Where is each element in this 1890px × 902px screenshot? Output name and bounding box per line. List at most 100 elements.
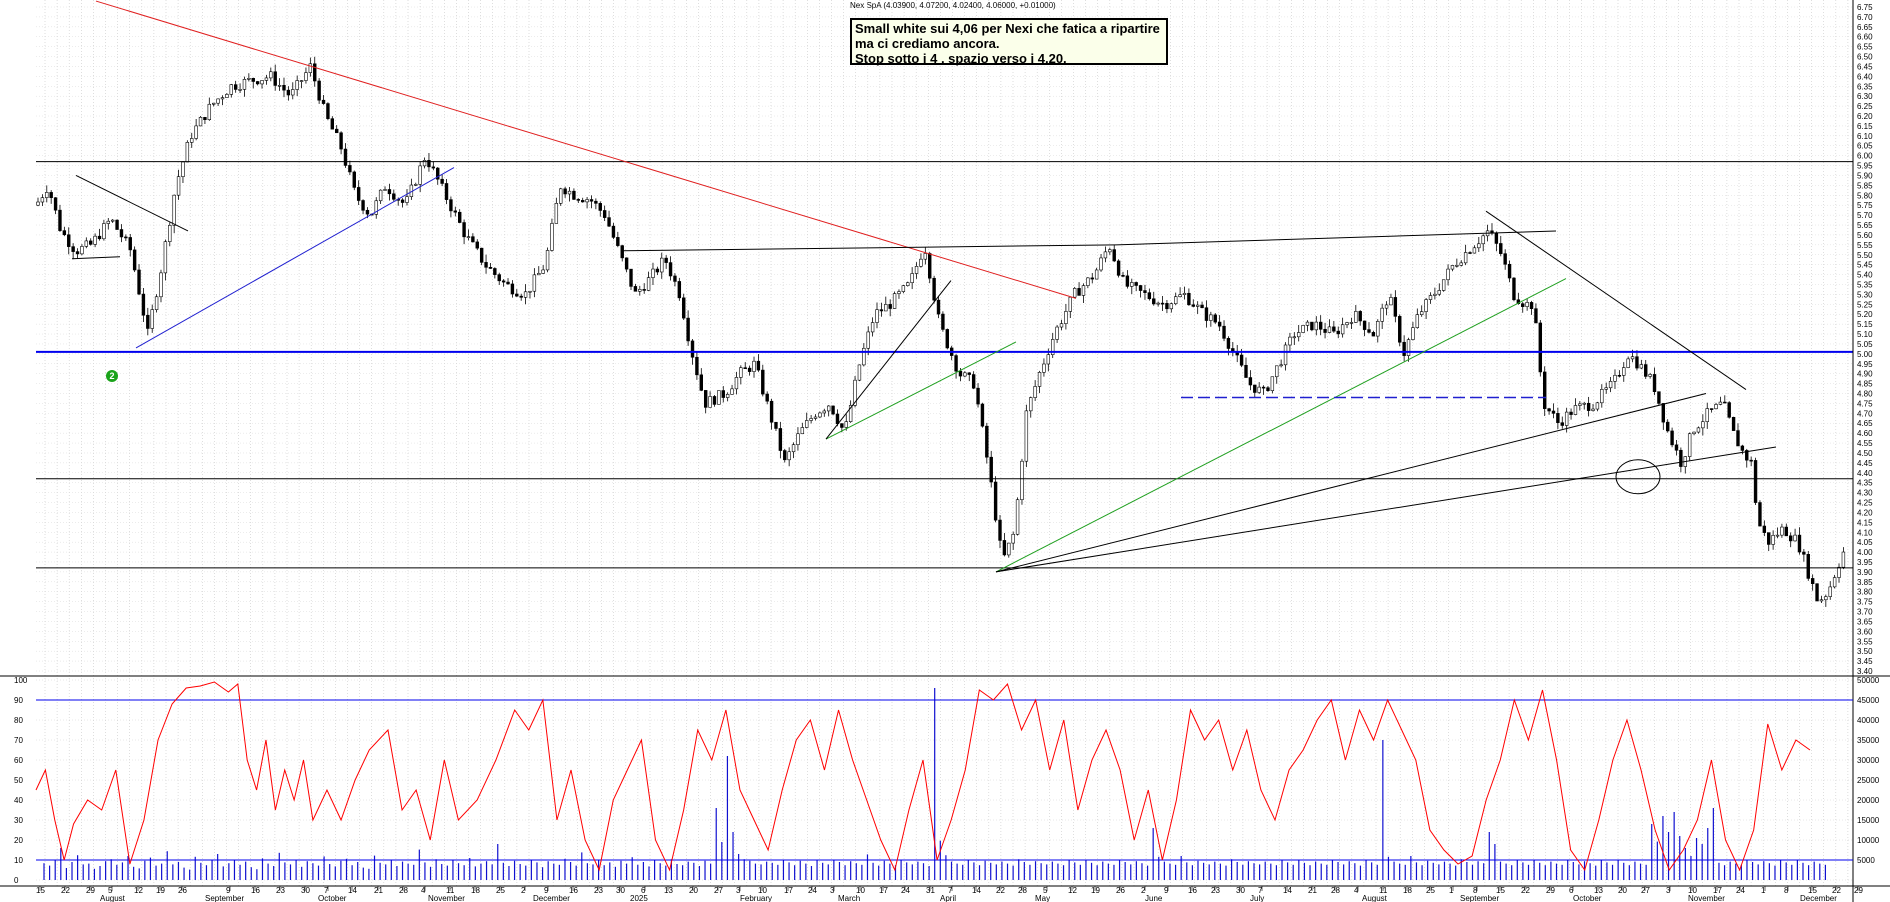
candle-up — [857, 364, 862, 381]
candle-up — [866, 331, 870, 349]
candle-down — [321, 99, 326, 104]
candle-down — [1402, 341, 1406, 356]
candle-down — [686, 317, 690, 342]
x-day-label: 22 — [1832, 886, 1841, 895]
price-tick-label: 3.40 — [1857, 667, 1873, 676]
x-day-label: 29 — [1546, 886, 1555, 895]
candle-down — [642, 289, 646, 291]
candle-down — [510, 283, 515, 295]
x-day-label: 1 — [1761, 886, 1766, 895]
candle-down — [971, 374, 976, 389]
annotation-line-2: ma ci crediamo ancora. — [855, 36, 1000, 51]
candle-down — [1810, 578, 1815, 585]
candle-down — [611, 225, 616, 238]
candle-up — [1525, 302, 1529, 307]
x-month-label: September — [205, 894, 244, 902]
price-tick-label: 4.80 — [1857, 390, 1873, 399]
candle-up — [1828, 586, 1832, 597]
candle-down — [761, 369, 765, 395]
price-tick-label: 5.70 — [1857, 211, 1873, 220]
trendline — [71, 256, 121, 260]
osc-tick-label: 0 — [14, 876, 19, 885]
candle-up — [1573, 405, 1578, 415]
candle-up — [1327, 326, 1332, 333]
candle-up — [1094, 269, 1099, 280]
volume-tick-label: 50000 — [1857, 676, 1880, 685]
candle-down — [400, 199, 405, 203]
price-tick-label: 5.75 — [1857, 201, 1873, 210]
candle-up — [1692, 431, 1696, 435]
candle-down — [1670, 430, 1674, 446]
candle-down — [743, 367, 747, 369]
candle-down — [1547, 408, 1551, 412]
candle-down — [497, 274, 501, 282]
candle-down — [1736, 430, 1740, 447]
candle-up — [739, 367, 743, 378]
candle-down — [1507, 263, 1512, 279]
candle-up — [295, 80, 299, 90]
x-month-label: September — [1460, 894, 1499, 902]
candle-up — [1015, 499, 1020, 535]
candle-down — [1560, 422, 1564, 426]
candle-down — [682, 297, 686, 319]
price-tick-label: 3.60 — [1857, 627, 1873, 636]
candle-up — [1472, 247, 1477, 254]
candle-up — [1604, 387, 1608, 390]
price-tick-label: 6.65 — [1857, 23, 1873, 32]
candle-down — [440, 178, 444, 184]
candle-up — [752, 360, 756, 372]
candle-down — [128, 237, 132, 251]
volume-tick-label: 45000 — [1857, 696, 1880, 705]
candle-down — [1499, 243, 1503, 254]
candle-up — [809, 418, 813, 421]
candle-up — [238, 89, 242, 91]
osc-tick-label: 10 — [14, 856, 23, 865]
x-month-label: November — [1688, 894, 1725, 902]
x-day-label: 24 — [808, 886, 817, 895]
candle-up — [910, 273, 914, 284]
candle-up — [110, 219, 115, 222]
candle-down — [747, 367, 752, 372]
candle-up — [176, 176, 181, 196]
x-day-label: 27 — [1641, 886, 1650, 895]
candle-up — [163, 241, 168, 274]
candle-up — [717, 390, 721, 405]
candle-up — [383, 189, 387, 191]
price-tick-label: 3.75 — [1857, 598, 1873, 607]
x-month-label: July — [1250, 894, 1264, 902]
price-tick-label: 3.55 — [1857, 637, 1873, 646]
trendline — [1485, 210, 1747, 390]
candle-down — [1191, 304, 1195, 307]
osc-tick-label: 100 — [14, 676, 28, 685]
price-tick-label: 5.55 — [1857, 241, 1873, 250]
candle-down — [124, 236, 128, 239]
candle-up — [914, 266, 919, 274]
candle-down — [633, 286, 638, 292]
price-tick-label: 6.00 — [1857, 152, 1873, 161]
candle-up — [220, 97, 225, 100]
x-month-label: February — [740, 894, 772, 902]
candle-up — [194, 125, 198, 139]
candle-up — [40, 197, 45, 203]
candle-down — [616, 237, 620, 246]
x-day-label: 9 — [226, 886, 231, 895]
x-day-label: 7 — [948, 886, 953, 895]
candle-down — [71, 246, 75, 252]
candle-up — [1455, 265, 1459, 267]
candle-down — [365, 209, 370, 215]
x-day-label: 12 — [1068, 886, 1077, 895]
candle-down — [1147, 292, 1152, 300]
trendline — [995, 446, 1777, 573]
candle-up — [1345, 322, 1349, 326]
candle-down — [1758, 502, 1762, 527]
candle-down — [765, 393, 769, 402]
x-day-label: 17 — [879, 886, 888, 895]
candle-up — [1292, 336, 1297, 339]
candle-up — [1072, 288, 1077, 298]
candle-down — [989, 456, 993, 483]
candle-up — [1481, 235, 1485, 245]
volume-tick-label: 15000 — [1857, 816, 1880, 825]
volume-tick-label: 40000 — [1857, 716, 1880, 725]
price-tick-label: 4.75 — [1857, 399, 1873, 408]
candle-up — [1024, 410, 1029, 462]
